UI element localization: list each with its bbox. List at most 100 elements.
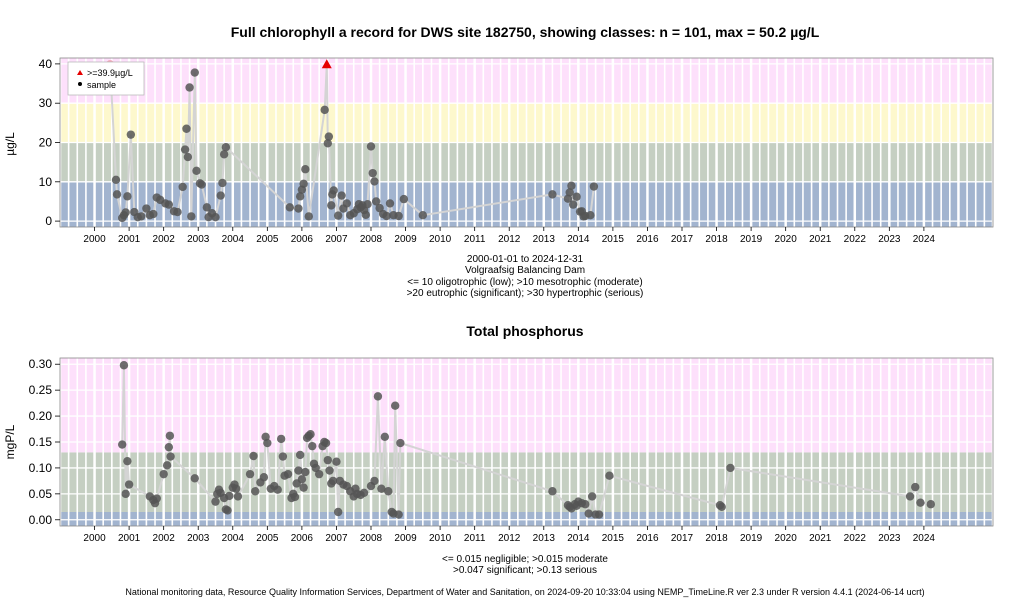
phosphorus-data-point	[164, 442, 174, 452]
chlorophyll-data-point	[112, 190, 122, 199]
chlorophyll-data-point	[216, 191, 225, 200]
phosphorus-xtick-label: 2021	[809, 533, 832, 544]
phosphorus-data-point	[295, 450, 305, 460]
chlorophyll-data-point	[565, 188, 574, 197]
phosphorus-data-point	[118, 440, 127, 449]
phosphorus-title: Total phosphorus	[466, 323, 583, 339]
phosphorus-xtick-label: 2024	[913, 533, 936, 544]
phosphorus-data-point	[251, 487, 260, 496]
phosphorus-ytick-label: 0.25	[29, 383, 53, 397]
phosphorus-xtick-label: 2013	[533, 533, 556, 544]
chlorophyll-xtick-label: 2023	[878, 234, 901, 245]
phosphorus-xtick-label: 2015	[602, 533, 625, 544]
chlorophyll-xtick-label: 2007	[325, 234, 348, 245]
chlorophyll-xtick-label: 2000	[83, 234, 106, 245]
chlorophyll-panel: 0 10 20 30 40 2000 2001 2002 2003 2004 2005 2006 200…	[39, 57, 995, 245]
chlorophyll-data-point	[363, 200, 372, 209]
phosphorus-data-point	[245, 469, 255, 479]
phosphorus-data-point	[166, 452, 175, 461]
chlorophyll-xtick-label: 2002	[153, 234, 176, 245]
chlorophyll-data-point	[178, 182, 187, 192]
chlorophyll-legend: >=39.9µg/L sample	[67, 61, 145, 96]
phosphorus-data-point	[370, 476, 379, 486]
chlorophyll-ytick-label: 0	[45, 214, 52, 228]
chlorophyll-data-point	[123, 192, 132, 201]
chlorophyll-ytick-label: 40	[39, 57, 53, 71]
chlorophyll-xtick-label: 2005	[256, 234, 279, 245]
phosphorus-xtick-label: 2000	[83, 533, 106, 544]
chlorophyll-data-point	[218, 178, 227, 188]
chlorophyll-data-point	[563, 194, 573, 203]
phosphorus-data-point	[314, 469, 324, 479]
chlorophyll-exceed-marker	[321, 59, 332, 69]
phosphorus-xtick-label: 2008	[360, 533, 383, 544]
phosphorus-ytick-label: 0.20	[29, 409, 53, 423]
phosphorus-data-point	[121, 489, 130, 499]
chlorophyll-data-point	[418, 211, 428, 220]
legend-dot-icon	[78, 82, 82, 86]
phosphorus-xtick-label: 2020	[775, 533, 798, 544]
chlorophyll-xtick-label: 2014	[567, 234, 590, 245]
phosphorus-data-point	[249, 451, 258, 461]
phosphorus-data-point	[211, 497, 220, 506]
phosphorus-data-point	[380, 432, 390, 442]
chlorophyll-data-point	[187, 212, 196, 221]
chlorophyll-xtick-label: 2017	[671, 234, 694, 245]
phosphorus-xtick-label: 2012	[498, 533, 521, 544]
phosphorus-ytick-label: 0.15	[29, 435, 53, 449]
chlorophyll-data-point	[211, 212, 220, 222]
chlorophyll-data-point	[285, 203, 294, 212]
chlorophyll-data-point	[399, 194, 409, 204]
chlorophyll-data-point	[182, 124, 191, 133]
chlorophyll-data-point	[142, 204, 151, 213]
phosphorus-xtick-label: 2017	[671, 533, 694, 544]
footer-credit: National monitoring data, Resource Quali…	[125, 587, 924, 597]
chlorophyll-xtick-label: 2011	[464, 234, 486, 245]
chlorophyll-data-point	[221, 143, 231, 152]
phosphorus-data-point	[911, 482, 920, 492]
phosphorus-data-point	[165, 431, 175, 440]
chlorophyll-xtick-label: 2004	[222, 234, 245, 245]
phosphorus-data-point	[152, 494, 161, 503]
phosphorus-data-point	[223, 506, 232, 515]
phosphorus-data-point	[278, 452, 288, 461]
phosphorus-y-axis-label: mgP/L	[3, 424, 17, 459]
phosphorus-data-point	[325, 466, 334, 475]
legend-triangle-icon	[77, 70, 83, 75]
phosphorus-data-point	[276, 434, 286, 444]
chlorophyll-data-point	[304, 212, 313, 221]
phosphorus-data-point	[301, 467, 310, 477]
chlorophyll-data-point	[320, 105, 329, 115]
phosphorus-data-point	[232, 484, 241, 493]
chlorophyll-data-point	[180, 145, 190, 154]
phosphorus-xtick-label: 2010	[429, 533, 452, 544]
phosphorus-data-point	[359, 488, 369, 498]
legend-item-exceed: >=39.9µg/L	[87, 68, 133, 78]
phosphorus-xtick-label: 2001	[118, 533, 141, 544]
chlorophyll-data-point	[164, 200, 174, 209]
phosphorus-xtick-label: 2002	[153, 533, 176, 544]
phosphorus-classes-line1: <= 0.015 negligible; >0.015 moderate	[442, 554, 608, 565]
chlorophyll-xtick-label: 2010	[429, 234, 452, 245]
phosphorus-xtick-label: 2007	[325, 533, 348, 544]
chlorophyll-data-point	[301, 165, 310, 174]
phosphorus-data-point	[323, 455, 333, 465]
chlorophyll-data-point	[586, 211, 595, 220]
chlorophyll-xtick-label: 2012	[498, 234, 521, 245]
chlorophyll-xtick-label: 2019	[740, 234, 763, 245]
chlorophyll-site-name: Volgraafsig Balancing Dam	[465, 265, 585, 276]
phosphorus-data-point	[311, 463, 320, 473]
phosphorus-data-point	[162, 461, 172, 470]
phosphorus-xtick-label: 2009	[394, 533, 417, 544]
chlorophyll-data-point	[294, 204, 303, 213]
phosphorus-xtick-label: 2006	[291, 533, 314, 544]
phosphorus-data-point	[390, 401, 400, 410]
chlorophyll-data-point	[567, 181, 576, 190]
chlorophyll-data-point	[323, 139, 333, 148]
phosphorus-data-point	[916, 498, 925, 507]
chlorophyll-xtick-label: 2024	[913, 234, 936, 245]
chlorophyll-data-point	[548, 190, 557, 199]
phosphorus-ytick-label: 0.05	[29, 487, 53, 501]
chlorophyll-xtick-label: 2006	[291, 234, 314, 245]
